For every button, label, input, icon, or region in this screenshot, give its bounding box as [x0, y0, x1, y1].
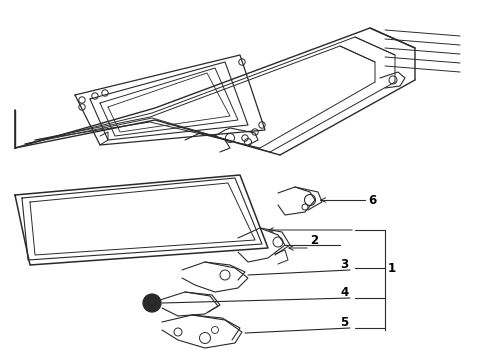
Text: 5: 5 — [340, 316, 348, 329]
Circle shape — [143, 294, 161, 312]
Text: 2: 2 — [310, 234, 318, 247]
Text: 6: 6 — [368, 194, 376, 207]
Text: 3: 3 — [340, 258, 348, 271]
Text: 4: 4 — [340, 287, 348, 300]
Text: 1: 1 — [388, 261, 396, 274]
